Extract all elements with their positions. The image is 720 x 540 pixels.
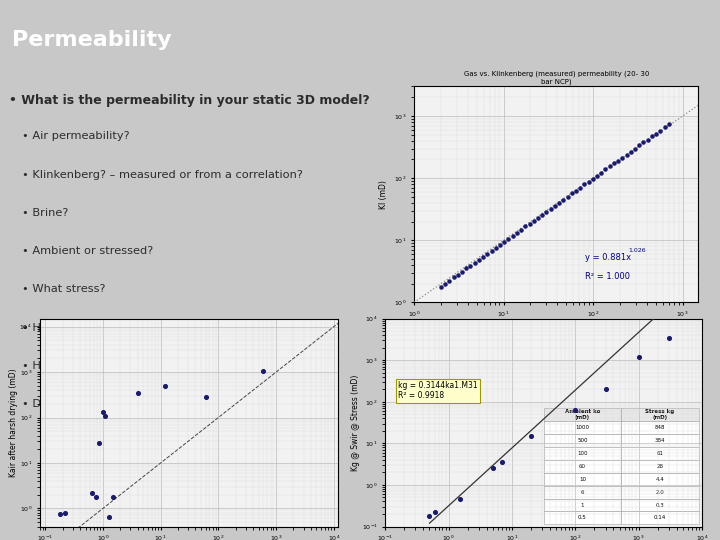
Point: [93, 438, 104, 447]
Point: [634, 141, 645, 150]
Point: [494, 240, 505, 249]
Text: • Air permeability?: • Air permeability?: [22, 131, 129, 141]
Point: [549, 201, 561, 210]
Point: [659, 123, 670, 132]
Point: [477, 252, 489, 261]
Point: [654, 126, 666, 135]
Y-axis label: Kl (mD): Kl (mD): [379, 180, 388, 209]
Point: [103, 512, 114, 521]
Text: • Ambient or stressed?: • Ambient or stressed?: [22, 246, 153, 256]
Point: [448, 273, 459, 282]
Text: • Klinkenberg? – measured or from a correlation?: • Klinkenberg? – measured or from a corr…: [22, 170, 302, 180]
Point: [663, 120, 675, 129]
Point: [536, 210, 548, 219]
Point: [591, 172, 603, 180]
Text: • Brine?: • Brine?: [22, 208, 68, 218]
Point: [616, 153, 628, 162]
Point: [54, 510, 66, 518]
Text: Permeability: Permeability: [12, 30, 171, 50]
Point: [587, 174, 598, 183]
Point: [633, 353, 644, 361]
Point: [562, 192, 573, 201]
Point: [541, 207, 552, 216]
Point: [482, 249, 493, 258]
Point: [557, 195, 569, 204]
Point: [625, 147, 636, 156]
Point: [523, 219, 535, 228]
Point: [456, 267, 468, 276]
Point: [258, 367, 269, 375]
Point: [553, 198, 564, 207]
Point: [490, 244, 502, 252]
Point: [528, 216, 539, 225]
Y-axis label: Kair after harsh drying (mD): Kair after harsh drying (mD): [9, 368, 18, 477]
Point: [86, 489, 98, 497]
Point: [107, 492, 119, 501]
Point: [511, 228, 523, 237]
Text: R² = 1.000: R² = 1.000: [585, 272, 629, 281]
Point: [532, 213, 544, 222]
Point: [566, 189, 577, 198]
Point: [452, 271, 464, 279]
Point: [444, 276, 455, 285]
Point: [99, 411, 111, 420]
Point: [461, 264, 472, 273]
Point: [613, 156, 624, 165]
Point: [575, 184, 586, 192]
Point: [424, 511, 436, 520]
Point: [159, 381, 171, 390]
Point: [646, 132, 657, 141]
Title: Gas vs. Klinkenberg (measured) permeability (20- 30
bar NCP): Gas vs. Klinkenberg (measured) permeabil…: [464, 71, 649, 85]
Point: [90, 492, 102, 501]
Point: [439, 279, 451, 288]
Text: kg = 0.3144ka1.M31
R² = 0.9918: kg = 0.3144ka1.M31 R² = 0.9918: [398, 381, 477, 400]
Point: [503, 234, 514, 243]
Point: [97, 408, 109, 417]
Point: [642, 136, 654, 144]
Point: [435, 282, 446, 291]
Point: [579, 180, 590, 189]
Point: [629, 144, 641, 153]
Point: [604, 162, 616, 171]
Point: [507, 231, 518, 240]
Point: [469, 258, 480, 267]
Point: [600, 385, 611, 394]
Point: [454, 495, 465, 504]
Point: [608, 159, 620, 168]
Point: [59, 509, 71, 517]
Text: • What is the permeability in your static 3D model?: • What is the permeability in your stati…: [9, 94, 369, 107]
Point: [650, 129, 662, 138]
Y-axis label: Kg @ Swir @ Stress (mD): Kg @ Swir @ Stress (mD): [351, 374, 360, 471]
Point: [621, 151, 632, 159]
Point: [638, 138, 649, 147]
Point: [663, 333, 675, 342]
Point: [520, 222, 531, 231]
Point: [496, 458, 508, 467]
Point: [473, 255, 485, 264]
Point: [545, 205, 557, 213]
Text: • How measured – steady or unsteady-state?: • How measured – steady or unsteady-stat…: [22, 323, 279, 333]
Point: [200, 393, 212, 402]
Text: • Does it matter?: • Does it matter?: [22, 400, 120, 409]
Point: [600, 165, 611, 174]
Point: [498, 238, 510, 246]
Point: [570, 405, 581, 414]
Text: 1.026: 1.026: [629, 248, 647, 253]
Text: y = 0.881x: y = 0.881x: [585, 253, 631, 262]
Point: [583, 177, 595, 186]
Point: [487, 464, 499, 472]
Point: [525, 431, 536, 440]
Point: [516, 226, 527, 234]
Point: [428, 508, 440, 517]
Point: [570, 186, 582, 195]
X-axis label: Kg (mD): Kg (mD): [541, 325, 572, 334]
Text: • How were plugs prepared?: • How were plugs prepared?: [22, 361, 184, 371]
Point: [595, 168, 607, 177]
Point: [486, 246, 498, 255]
Point: [132, 388, 143, 397]
Text: • What stress?: • What stress?: [22, 285, 105, 294]
Point: [464, 261, 476, 270]
